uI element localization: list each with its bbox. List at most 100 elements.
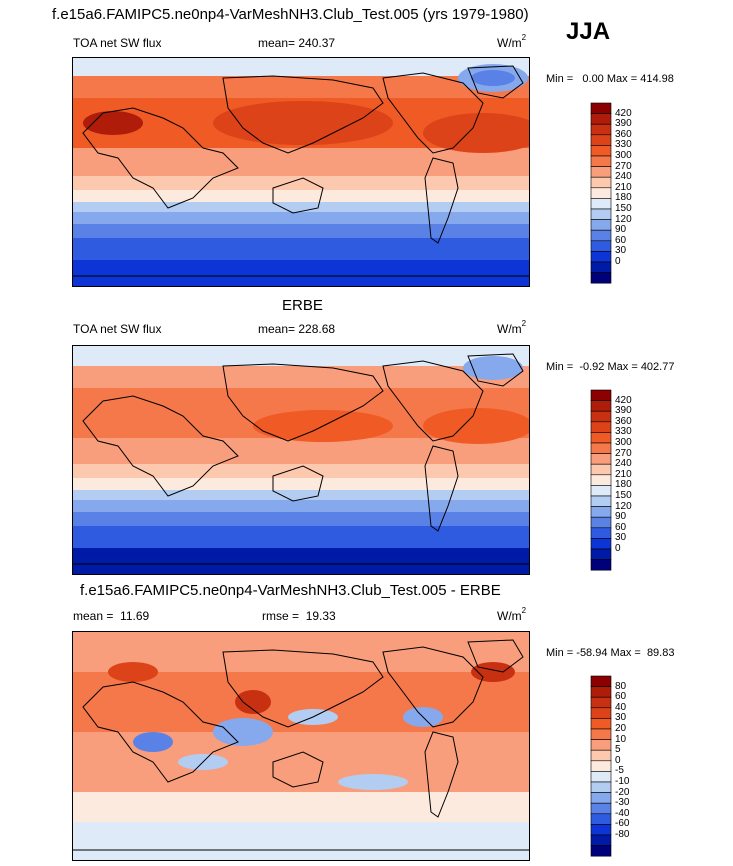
units-label: W/m2 — [497, 319, 527, 336]
coastline — [467, 353, 524, 387]
colorbar-swatch — [590, 749, 612, 762]
colorbar-swatch — [590, 474, 612, 486]
colorbar-tick-label: 330 — [615, 426, 632, 438]
colorbar-tick-label: 240 — [615, 171, 632, 183]
mean-value: 240.37 — [298, 36, 336, 50]
colorbar-tick-label: 5 — [615, 744, 621, 756]
panel-title: f.e15a6.FAMIPC5.ne0np4-VarMeshNH3.Club_T… — [80, 582, 501, 599]
colorbar-tick-label: 180 — [615, 479, 632, 491]
colorbar-swatch — [590, 559, 612, 571]
colorbar-swatch — [590, 485, 612, 497]
colorbar-swatch — [590, 240, 612, 252]
colorbar-swatch — [590, 187, 612, 199]
min-value: -58.94 — [576, 647, 608, 659]
colorbar-swatch — [590, 261, 612, 273]
colorbar-tick-label: 300 — [615, 437, 632, 448]
map-blob — [133, 732, 173, 752]
colorbar-tick-label: 210 — [615, 468, 632, 480]
colorbar-swatch — [590, 453, 612, 465]
figure-title: f.e15a6.FAMIPC5.ne0np4-VarMeshNH3.Club_T… — [52, 6, 529, 23]
map-band — [73, 366, 529, 388]
colorbar-swatch — [590, 219, 612, 231]
colorbar-swatch — [590, 834, 612, 846]
colorbar-tick-label: 10 — [615, 733, 627, 745]
units-label: W/m2 — [497, 606, 527, 623]
map-blob — [235, 690, 271, 714]
colorbar-svg — [590, 675, 612, 857]
map-band — [73, 526, 529, 548]
map-blob — [423, 408, 529, 444]
panel-rmse-stat: rmse = 19.33 — [262, 609, 336, 623]
colorbar-swatch — [590, 208, 612, 220]
colorbar-tick-label: 0 — [615, 256, 621, 267]
coastline — [222, 363, 384, 442]
colorbar-swatch — [590, 538, 612, 550]
mean-label: mean = — [73, 609, 114, 623]
colorbar-tick-label: 30 — [615, 532, 627, 544]
units-exponent: 2 — [521, 319, 527, 328]
panel-mean-stat: mean = 11.69 — [73, 609, 149, 623]
map-band — [73, 792, 529, 822]
colorbar-tick-label: 420 — [615, 394, 632, 406]
coastline — [222, 649, 384, 728]
colorbar-swatch — [590, 675, 612, 687]
mean-label: mean= — [258, 322, 296, 336]
rmse-value: 19.33 — [305, 609, 336, 623]
colorbar-tick-label: -20 — [615, 786, 630, 798]
colorbar-tick-label: -10 — [615, 776, 630, 787]
units-label: W/m2 — [497, 33, 526, 50]
colorbar-swatch — [590, 198, 612, 210]
colorbar-swatch — [590, 781, 612, 793]
colorbar-tick-label: 150 — [615, 490, 632, 501]
max-label: Max = — [610, 647, 641, 659]
coastline — [272, 177, 324, 214]
colorbar-swatch — [590, 410, 612, 423]
colorbar-tick-label: 300 — [615, 150, 632, 161]
coastline — [82, 395, 239, 497]
colorbar-tick-label: 60 — [615, 521, 627, 533]
map-band — [73, 76, 529, 98]
colorbar-tick-label: 80 — [615, 680, 627, 692]
colorbar-swatch — [590, 495, 612, 507]
map-blob — [213, 101, 393, 145]
colorbar-swatch — [590, 176, 612, 189]
mean-value: 228.68 — [298, 322, 336, 336]
colorbar-swatch — [590, 813, 612, 825]
map-band — [73, 464, 529, 478]
map-plot — [72, 345, 530, 575]
colorbar-tick-label: 270 — [615, 160, 632, 172]
coastline — [382, 646, 484, 728]
colorbar-tick-label: 270 — [615, 447, 632, 459]
season-label: JJA — [566, 18, 611, 45]
colorbar-swatch — [590, 718, 612, 730]
map-band — [73, 176, 529, 190]
max-label: Max = — [606, 73, 638, 85]
colorbar-swatch — [590, 272, 612, 284]
map-band — [73, 148, 529, 176]
colorbar-svg — [590, 102, 612, 284]
colorbar-tick-label: 210 — [615, 181, 632, 193]
map-band — [73, 346, 529, 366]
colorbar-swatch — [590, 739, 612, 751]
panel-variable-label: TOA net SW flux — [73, 36, 162, 50]
units-exponent: 2 — [521, 606, 527, 615]
colorbar-tick-label: 180 — [615, 192, 632, 204]
colorbar-swatch — [590, 516, 612, 529]
min-max-label: Min = -0.92 Max = 402.77 — [546, 361, 674, 373]
colorbar-swatch — [590, 792, 612, 804]
colorbar-tick-label: 0 — [615, 543, 621, 554]
panel-variable-label: TOA net SW flux — [73, 322, 162, 336]
colorbar-tick-label: 60 — [615, 234, 627, 246]
colorbar-tick-label: 0 — [615, 754, 621, 766]
colorbar-tick-label: 40 — [615, 701, 627, 713]
coastline — [382, 360, 484, 442]
map-band — [73, 224, 529, 238]
map-blob — [338, 774, 408, 790]
colorbar-swatch — [590, 824, 612, 836]
map-svg — [73, 58, 529, 286]
colorbar-swatch — [590, 229, 612, 242]
colorbar-swatch — [590, 442, 612, 454]
colorbar-tick-label: 420 — [615, 107, 632, 119]
coastline — [424, 731, 459, 818]
map-blob — [463, 356, 523, 380]
